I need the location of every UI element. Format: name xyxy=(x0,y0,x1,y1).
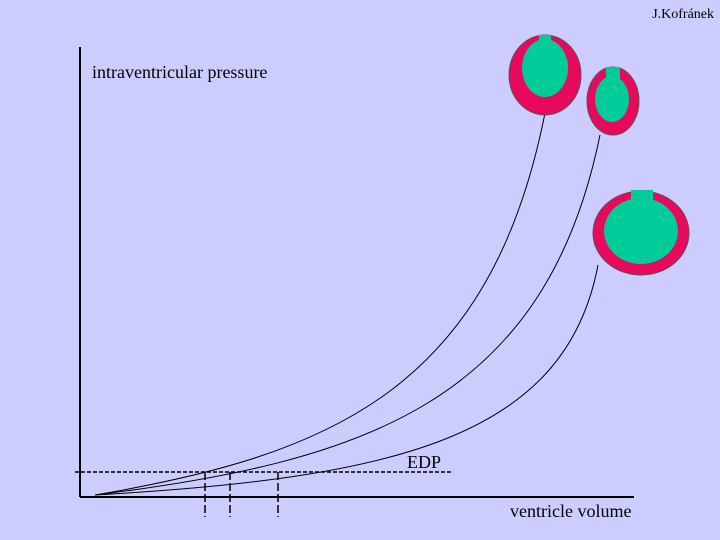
ventricle-icon xyxy=(586,66,640,136)
x-axis-label: ventricle volume xyxy=(510,501,631,521)
pressure-volume-curve xyxy=(94,112,546,496)
y-axis-label: intraventricular pressure xyxy=(92,62,267,82)
author: J.Kofránek xyxy=(652,7,714,22)
pressure-volume-curve xyxy=(94,134,601,496)
ventricle-icon xyxy=(508,34,582,116)
ventricle-icon xyxy=(592,190,690,276)
pressure-volume-curve xyxy=(94,264,599,496)
edp-label: EDP xyxy=(407,452,441,472)
